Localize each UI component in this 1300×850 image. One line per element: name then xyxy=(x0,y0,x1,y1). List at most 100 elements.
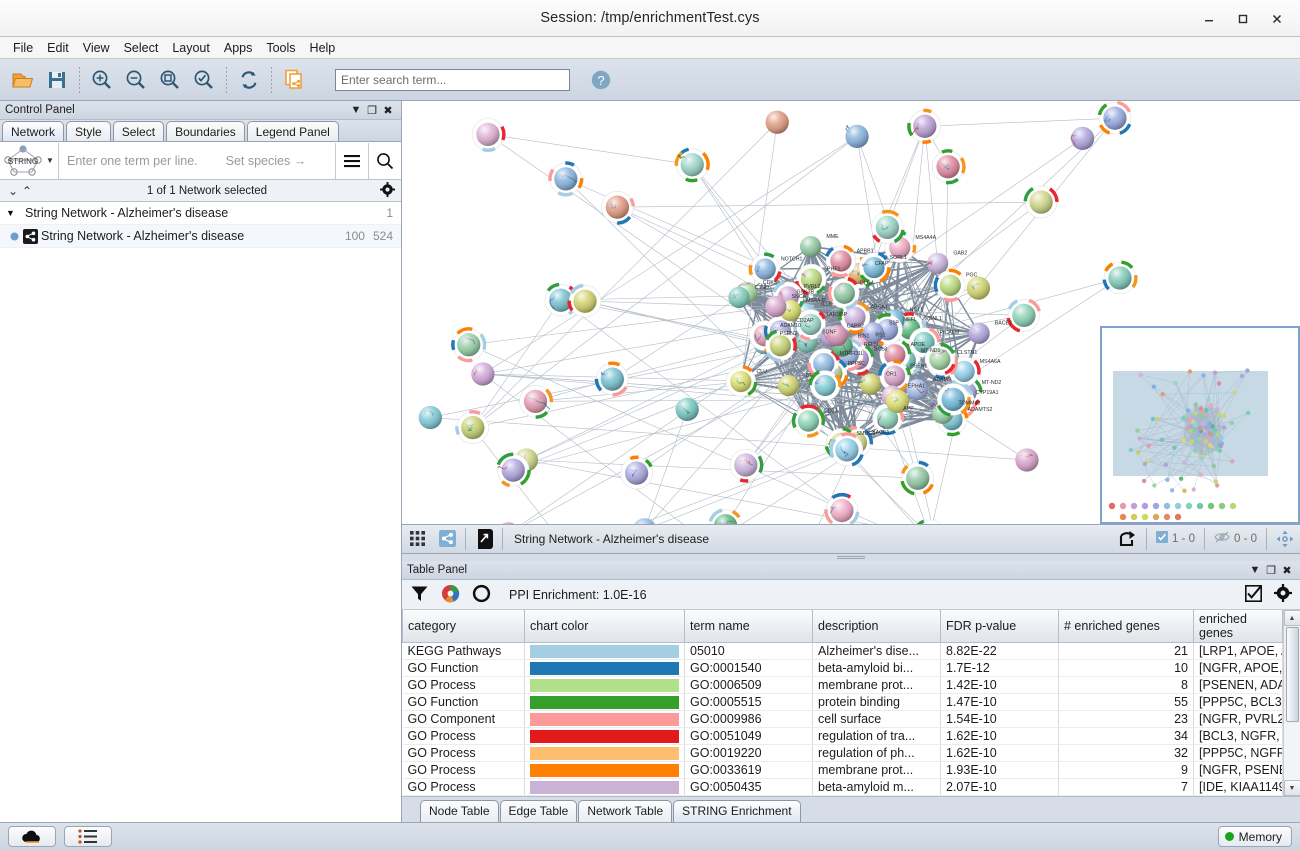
column-header-description[interactable]: description xyxy=(812,610,941,643)
network-node[interactable] xyxy=(708,508,742,525)
filter-funnel-icon[interactable] xyxy=(410,584,429,606)
control-panel-dropdown-icon[interactable]: ▼ xyxy=(350,104,362,116)
network-node[interactable] xyxy=(765,329,797,363)
table-row[interactable]: GO Function GO:0005515 protein binding 1.47… xyxy=(402,693,1283,711)
tab-network-table[interactable]: Network Table xyxy=(578,800,673,822)
network-node[interactable] xyxy=(451,327,487,363)
tab-select[interactable]: Select xyxy=(112,121,165,141)
network-node[interactable] xyxy=(906,378,928,401)
export-image-icon[interactable] xyxy=(1113,525,1143,553)
network-node[interactable] xyxy=(455,410,489,444)
column-header-category[interactable]: category xyxy=(402,610,525,643)
tab-edge-table[interactable]: Edge Table xyxy=(499,800,578,822)
network-node[interactable] xyxy=(471,362,495,386)
string-term-input[interactable]: Enter one term per line. Set species → xyxy=(58,142,335,179)
network-node[interactable] xyxy=(794,263,827,296)
export-network-icon[interactable] xyxy=(277,63,311,97)
expand-arrow-icon[interactable] xyxy=(469,525,499,553)
network-node[interactable] xyxy=(1023,185,1059,219)
string-logo-icon[interactable]: STRING xyxy=(0,143,46,179)
scroll-up-arrow-icon[interactable]: ▲ xyxy=(1283,610,1300,626)
network-node[interactable] xyxy=(1015,448,1039,472)
network-node[interactable] xyxy=(838,300,871,334)
task-list-icon[interactable] xyxy=(64,826,112,847)
table-row[interactable]: GO Process GO:0006509 membrane prot... 1.42… xyxy=(402,676,1283,694)
scroll-down-arrow-icon[interactable]: ▼ xyxy=(1283,780,1300,796)
network-node[interactable] xyxy=(471,118,506,152)
network-node[interactable] xyxy=(907,108,941,144)
column-header-term-name[interactable]: term name xyxy=(684,610,813,643)
network-node[interactable] xyxy=(795,309,827,341)
network-node[interactable] xyxy=(675,397,699,422)
network-node[interactable] xyxy=(878,359,912,393)
network-node[interactable] xyxy=(884,231,917,263)
scrollbar-track[interactable] xyxy=(1283,723,1300,780)
tab-string-enrichment[interactable]: STRING Enrichment xyxy=(673,800,801,822)
hidden-nodes-counter[interactable]: 0 - 0 xyxy=(1208,531,1263,546)
selected-nodes-counter[interactable]: 1 - 0 xyxy=(1150,531,1201,546)
open-folder-icon[interactable] xyxy=(6,63,40,97)
network-node[interactable] xyxy=(900,460,934,496)
fit-selected-icon[interactable] xyxy=(187,63,221,97)
network-node[interactable] xyxy=(824,492,860,525)
network-group-row[interactable]: ▼ String Network - Alzheimer's disease 1 xyxy=(0,202,401,225)
chevron-down-icon[interactable]: ▼ xyxy=(6,208,15,218)
pie-chart-icon[interactable] xyxy=(441,584,460,606)
network-node[interactable] xyxy=(601,191,635,225)
network-node[interactable] xyxy=(765,110,789,134)
scrollbar-thumb[interactable] xyxy=(1285,627,1299,722)
gear-icon[interactable] xyxy=(380,181,395,200)
minimize-button[interactable] xyxy=(1192,4,1226,34)
node-sphere[interactable] xyxy=(918,524,941,525)
network-graph-canvas[interactable]: MT-ND2 MT-ND1 VSNL1 GAB2 RS1 IL1B CLU MME BCL3 AP… xyxy=(402,101,1300,525)
network-node[interactable] xyxy=(594,361,629,397)
network-node[interactable] xyxy=(1006,298,1041,333)
pan-tool-icon[interactable] xyxy=(1270,525,1300,553)
network-node[interactable] xyxy=(418,405,442,430)
column-header-enriched-genes[interactable]: enriched genes xyxy=(1193,610,1283,643)
menu-item-help[interactable]: Help xyxy=(309,40,336,55)
table-row[interactable]: GO Component GO:0009986 cell surface 1.54E-… xyxy=(402,710,1283,728)
network-node[interactable] xyxy=(620,455,653,490)
table-row[interactable]: GO Process GO:0051049 regulation of tra...… xyxy=(402,727,1283,745)
network-node[interactable] xyxy=(791,404,825,438)
network-node[interactable] xyxy=(567,283,602,318)
network-node[interactable] xyxy=(862,322,884,344)
table-row[interactable]: GO Process GO:0033619 membrane prot... 1.93… xyxy=(402,761,1283,779)
column-header-enriched-count[interactable]: # enriched genes xyxy=(1058,610,1194,643)
network-node[interactable] xyxy=(968,322,990,344)
memory-status-button[interactable]: Memory xyxy=(1217,826,1292,847)
tab-legend-panel[interactable]: Legend Panel xyxy=(246,121,339,141)
menu-item-tools[interactable]: Tools xyxy=(266,40,296,55)
network-node[interactable] xyxy=(1070,126,1095,151)
maximize-button[interactable] xyxy=(1226,4,1260,34)
table-panel-float-icon[interactable]: ❐ xyxy=(1266,564,1276,577)
table-panel-close-icon[interactable]: ✖ xyxy=(1282,564,1292,577)
set-species-link[interactable]: Set species → xyxy=(225,153,307,168)
table-panel-dropdown-icon[interactable]: ▼ xyxy=(1249,564,1261,576)
string-dropdown-caret-icon[interactable]: ▼ xyxy=(46,156,54,165)
tab-boundaries[interactable]: Boundaries xyxy=(166,121,245,141)
control-panel-close-icon[interactable]: ✖ xyxy=(383,104,393,117)
menu-item-edit[interactable]: Edit xyxy=(47,40,69,55)
menu-item-apps[interactable]: Apps xyxy=(223,40,253,55)
table-row[interactable]: KEGG Pathways 05010 Alzheimer's dise... 8.8… xyxy=(402,642,1283,660)
network-node[interactable] xyxy=(777,374,800,397)
table-row[interactable]: GO Process GO:0050435 beta-amyloid m... 2.0… xyxy=(402,778,1283,796)
cloud-icon[interactable] xyxy=(8,826,56,847)
help-icon[interactable]: ? xyxy=(584,63,618,97)
network-node[interactable] xyxy=(765,295,787,318)
donut-chart-icon[interactable] xyxy=(472,584,491,606)
refresh-icon[interactable] xyxy=(232,63,266,97)
network-node[interactable] xyxy=(925,252,949,274)
table-row[interactable]: GO Process GO:0019220 regulation of ph... 1… xyxy=(402,744,1283,762)
network-node[interactable] xyxy=(924,342,956,375)
network-node[interactable] xyxy=(1102,260,1138,295)
menu-item-file[interactable]: File xyxy=(13,40,34,55)
network-node[interactable] xyxy=(548,161,584,197)
network-node[interactable] xyxy=(497,522,520,525)
zoom-to-selection-icon[interactable] xyxy=(153,63,187,97)
collapse-all-icon[interactable]: ⌄ xyxy=(7,183,19,198)
network-node[interactable] xyxy=(933,268,966,302)
network-node[interactable] xyxy=(725,365,758,397)
